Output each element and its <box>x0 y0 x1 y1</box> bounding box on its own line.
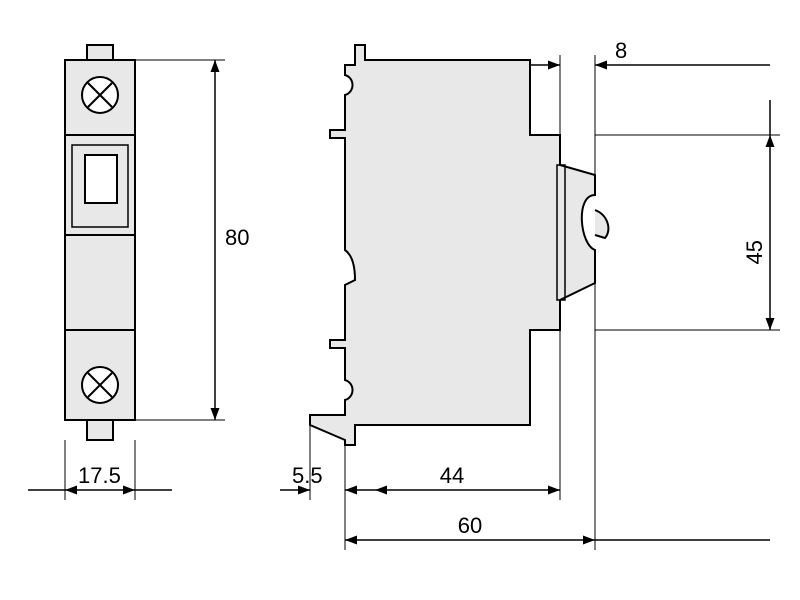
screw-bottom-icon <box>82 367 118 403</box>
dimension-height-80: 80 <box>135 60 249 420</box>
front-view <box>65 45 135 440</box>
dimension-width-17-5: 17.5 <box>28 440 172 500</box>
dimension-8: 8 <box>530 38 770 175</box>
screw-top-icon <box>82 77 118 113</box>
dim-label-60: 60 <box>458 513 482 538</box>
dim-label-44: 44 <box>440 463 464 488</box>
dim-label-80: 80 <box>225 225 249 250</box>
technical-drawing: 80 17.5 5.5 44 60 8 <box>0 0 800 600</box>
dim-label-8: 8 <box>615 38 627 63</box>
dim-label-17-5: 17.5 <box>78 463 121 488</box>
dim-label-5-5: 5.5 <box>292 463 323 488</box>
side-view <box>310 45 608 445</box>
dimension-45: 45 <box>595 100 780 330</box>
dim-label-45: 45 <box>742 240 767 264</box>
dimension-5-5: 5.5 <box>280 425 375 500</box>
